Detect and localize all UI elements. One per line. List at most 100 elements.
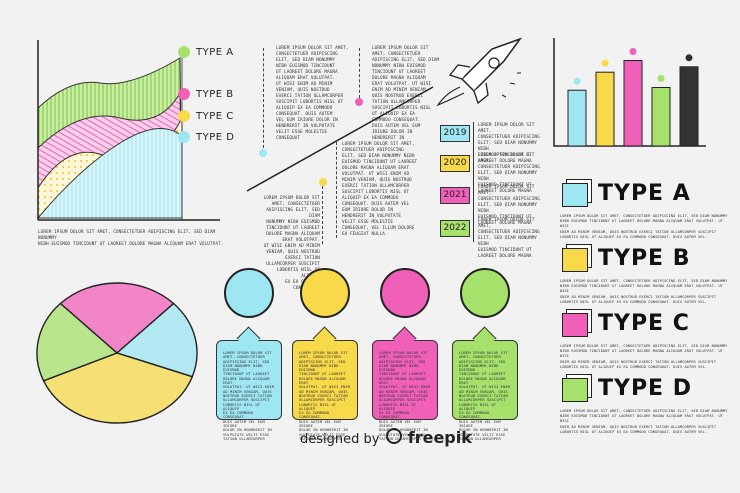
text-line: DOLOR IN HENDRERIT IN (299, 428, 348, 433)
footer-prefix: designed by (300, 432, 380, 447)
text-line: TINCIDUNT UT LAOREET (223, 372, 270, 377)
rocket-doodle-icon (436, 37, 523, 107)
text-line: ALIQUIP EX EA COMMODO (342, 196, 399, 201)
icon-card: LOREM IPSUM DOLOR SIT AMET, CONSECTETUER A… (452, 340, 518, 441)
text-line: VELIT ESSE MOLESTIE (276, 130, 328, 135)
area-label-c: TYPE C (196, 111, 234, 122)
text-line: AMET, CONSECTETUER (223, 355, 265, 360)
text-line: EUISMOD TINCIDUNT UT LAOREET (342, 160, 418, 165)
text-line: LOREM IPSUM DOLOR SIT (223, 351, 272, 355)
text-line: MINIM VENIAM, QUIS NOSTRUD (342, 178, 412, 183)
text-line: ALIQUIP EX EA COMMODO (276, 106, 333, 111)
text-line: DOLOR IN HENDRERIT IN (379, 428, 428, 433)
area-legend-dot-b (178, 88, 190, 100)
bar-top-dot-3 (657, 75, 665, 82)
text-line: VOLUTPAT. UT WISI ENIM AD (342, 172, 410, 177)
text-line: CONSECTETUER ADIPISCING (276, 52, 338, 57)
text-line: ADIPISCING ELIT, SED (223, 359, 270, 364)
timeline-text: LOREM IPSUM DOLOR SIT AMET, CONSECTETUER … (478, 123, 540, 165)
text-line: VULPUTATE VELIT ESSE (459, 432, 506, 437)
text-line: ADIPISCING ELIT, SED (459, 359, 506, 364)
text-line: CONSECTETUER ADIPISCING (342, 148, 404, 153)
text-line: LAOREET DOLORE MAGNA (478, 189, 532, 194)
text-line: VEL EUM IRIURE DOLOR IN (276, 118, 338, 123)
text-line: LOREM IPSUM DOLOR SIT AMET, (276, 46, 349, 51)
dashed-divider (359, 48, 360, 98)
bar-top-dot-4 (685, 54, 693, 62)
text-line: TINCIDUNT UT LAOREET (372, 70, 426, 75)
text-line: NONUMMY NIBH EUISMOD (266, 220, 320, 225)
pie-chart (36, 282, 198, 424)
text-line: ALIQUAM ERAT VOLUTPAT. (276, 76, 336, 81)
text-line: AMET, CONSECTETUER (379, 355, 421, 360)
text-line: DUIS AUTEM VEL EUM IRIURE (223, 419, 265, 429)
icon-card-text: LOREM IPSUM DOLOR SIT AMET, CONSECTETUER A… (223, 351, 277, 441)
dashed-divider (322, 186, 323, 244)
timeline-text: LOREM IPSUM DOLOR SIT AMET, CONSECTETUER … (478, 185, 540, 227)
text-block-top-left: LOREM IPSUM DOLOR SIT AMET, CONSECTETUER … (276, 46, 356, 142)
text-line: NIBH EUISMOD TINCIDUNT UT LAOREET DOLORE… (560, 219, 723, 229)
icon-card-text: LOREM IPSUM DOLOR SIT AMET, CONSECTETUER A… (459, 351, 513, 441)
text-line: UT LAOREET DOLORE MAGNA (276, 70, 338, 75)
text-line: LOBORTIS NISL UT ALIQUIP (223, 402, 261, 411)
text-line: LOREM IPSUM DOLOR SIT AMET, (478, 123, 535, 134)
text-line: ELIT, SED DIAM NONUMMY NIBH (478, 171, 538, 182)
text-line: LOREM IPSUM DOLOR SIT AMET, (478, 153, 535, 164)
bar-2 (623, 60, 643, 147)
text-block-top-mid: LOREM IPSUM DOLOR SIT AMET, CONSECTETUER A… (372, 46, 442, 142)
type-description: LOREM IPSUM DOLOR SIT AMET, CONSECTETUER… (560, 214, 732, 240)
text-line: ENIM AD MINIM VENIAM, QUIS NOSTRUD EXERC… (560, 359, 717, 364)
bar-0 (567, 89, 587, 147)
text-line: HENDRERIT IN VULPUTATE (276, 124, 336, 129)
pie-slice-3 (36, 302, 119, 382)
text-line: TATION ULLAMCORPER (223, 436, 265, 441)
text-line: EXERCI TATION ULLAMCORPER (276, 94, 344, 99)
bar-4 (679, 66, 699, 147)
text-line: LOREM IPSUM DOLOR SIT AMET, (342, 142, 415, 147)
text-line: DUIS AUTEM VEL EUM (372, 124, 421, 129)
text-line: ERAT VOLUTPAT. UT WISI (372, 82, 432, 87)
text-line: ULLAMCORPER SUSCIPIT (266, 262, 320, 267)
text-line: EUISMOD TINCIDUNT UT (478, 153, 532, 158)
freepik-logo-icon (385, 428, 402, 444)
text-line: ENIM AD MINIM VENIAM, QUIS NOSTRUD EXERC… (560, 424, 717, 429)
text-line: VOLUTPAT. UT WISI ENIM (299, 385, 351, 390)
text-line: ELIT, SED DIAM NONUMMY NIBH (478, 141, 538, 152)
text-line: EUM IRIURE DOLOR IN (342, 208, 394, 213)
text-line: ADIPISCING ELIT, SED DIAM (372, 58, 440, 63)
text-line: LOBORTIS NISL UT ALIQUIP EX EA COMMODO C… (560, 299, 708, 304)
pie-slice-1 (115, 302, 198, 378)
bar-3 (651, 87, 671, 147)
text-line: CONSECTETUER ADIPISCING (478, 165, 540, 170)
magnifier-icon (224, 268, 274, 318)
text-line: VOLUTPAT. UT WISI ENIM (379, 385, 431, 390)
text-line: EX EA COMMODO CONSEQUAT. (223, 411, 254, 420)
text-line: DOLORE MAGNA ALIQUAM ERAT (342, 166, 410, 171)
dashed-divider (336, 142, 337, 238)
text-line: DOLOR IN HENDRERIT IN (459, 428, 508, 433)
text-line: AD MINIM VENIAM, QUIS (299, 389, 348, 394)
text-line: ADIPISCING ELIT, SED (299, 359, 346, 364)
text-line: DIAM NONUMMY NIBH EUISMOD (379, 363, 419, 373)
text-line: AMET, CONSECTETUER (271, 202, 320, 207)
text-line: ADIPISCING ELIT, SED DIAM (266, 208, 320, 219)
text-line: ELIT, SED DIAM NONUMMY NIBH (342, 154, 415, 159)
area-label-d: TYPE D (196, 132, 235, 143)
text-line: NOSTRUD EXERCI TATION (379, 393, 428, 398)
text-line: EUISMOD TINCIDUNT UT (478, 248, 532, 253)
text-line: CONSECTETUER ADIPISCING (478, 135, 540, 140)
text-line: LAOREET DOLORE MAGNA (478, 159, 532, 164)
text-line: LOREM IPSUM DOLOR SIT AMET, CONSECTETUER… (560, 344, 728, 348)
icon-card: LOREM IPSUM DOLOR SIT AMET, CONSECTETUER A… (216, 340, 282, 441)
text-line: VENIAM, QUIS NOSTRUD (276, 88, 330, 93)
marker-dot (319, 178, 327, 186)
text-line: CONSECTETUER ADIPISCING (478, 230, 540, 235)
text-line: CONSEQUAT (276, 136, 301, 141)
text-line: VULPUTATE VELIT ESSE (223, 432, 270, 437)
text-line: AMET, CONSECTETUER (459, 355, 501, 360)
dashed-divider (263, 48, 264, 148)
text-line: LOBORTIS NISL UT ALIQUIP EX EA COMMODO C… (560, 364, 708, 369)
text-line: DOLORE MAGNA ALIQUAM (266, 232, 320, 237)
text-line: EX EA COMMODO CONSEQUAT. (459, 411, 490, 420)
money-icon (460, 268, 510, 318)
